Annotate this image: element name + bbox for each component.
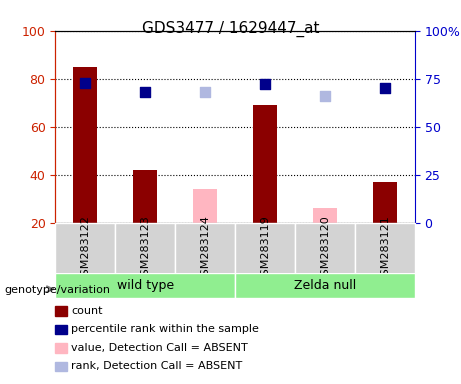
Bar [55,362,67,371]
FancyBboxPatch shape [355,223,415,275]
Point [381,85,389,91]
Text: GSM283124: GSM283124 [200,215,210,283]
Bar [133,170,157,223]
Point [321,93,329,99]
FancyBboxPatch shape [55,273,235,298]
FancyBboxPatch shape [175,223,235,275]
Text: GSM283120: GSM283120 [320,215,330,283]
Text: wild type: wild type [117,279,174,291]
Text: value, Detection Call = ABSENT: value, Detection Call = ABSENT [71,343,248,353]
Text: percentile rank within the sample: percentile rank within the sample [71,324,260,334]
Text: GSM283119: GSM283119 [260,215,270,283]
FancyBboxPatch shape [115,223,175,275]
Point [142,89,149,95]
Bar [253,105,277,223]
Text: GSM283123: GSM283123 [140,215,150,283]
Bar [313,208,337,223]
Point [82,79,89,86]
Text: rank, Detection Call = ABSENT: rank, Detection Call = ABSENT [71,361,242,371]
FancyBboxPatch shape [55,223,115,275]
Point [201,89,209,95]
Text: GSM283122: GSM283122 [80,215,90,283]
Text: GDS3477 / 1629447_at: GDS3477 / 1629447_at [142,21,319,37]
Bar [55,306,67,316]
Bar [193,189,217,223]
Bar [55,343,67,353]
Bar [373,182,397,223]
Text: count: count [71,306,103,316]
FancyBboxPatch shape [235,273,415,298]
Text: GSM283121: GSM283121 [380,215,390,283]
FancyBboxPatch shape [235,223,295,275]
Bar [73,67,97,223]
FancyBboxPatch shape [295,223,355,275]
Bar [55,325,67,334]
Point [261,81,269,88]
Text: genotype/variation: genotype/variation [5,285,111,295]
Text: Zelda null: Zelda null [294,279,356,291]
